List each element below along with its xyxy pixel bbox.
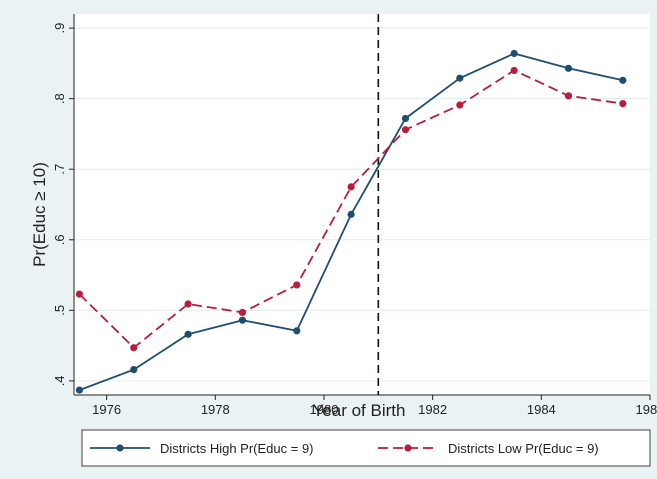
data-point xyxy=(510,49,518,58)
x-tick-label: 1986 xyxy=(636,402,657,417)
tick-labels: 1976 1978 1980 1982 1984 1986 .4 .5 .6 .7 .8 .9 xyxy=(52,23,657,417)
data-point xyxy=(510,66,518,75)
data-point xyxy=(456,101,464,109)
data-point xyxy=(293,281,301,289)
legend: Districts High Pr(Educ = 9) Districts Low… xyxy=(81,429,651,467)
data-point xyxy=(238,308,247,317)
data-point xyxy=(293,327,301,335)
x-tick-label: 1976 xyxy=(92,402,121,417)
y-tick-label: .9 xyxy=(52,23,67,34)
data-point xyxy=(456,74,464,82)
y-axis-title: Pr(Educ ≥ 10) xyxy=(30,162,49,267)
y-tick-label: .5 xyxy=(52,305,67,316)
series-layer xyxy=(75,49,627,394)
data-point xyxy=(75,290,84,298)
data-point xyxy=(130,366,138,374)
data-point xyxy=(401,126,410,134)
data-point xyxy=(238,316,247,324)
y-tick-label: .8 xyxy=(52,93,67,104)
data-point xyxy=(347,210,355,218)
data-point xyxy=(184,330,192,338)
data-point xyxy=(564,64,573,72)
series-2 xyxy=(75,66,627,352)
y-tick-label: .4 xyxy=(52,375,67,386)
data-point xyxy=(130,344,138,352)
data-point xyxy=(619,76,627,84)
axes xyxy=(73,14,650,396)
x-tick-label: 1978 xyxy=(201,402,230,417)
data-point xyxy=(347,183,355,191)
data-point xyxy=(564,92,573,100)
data-point xyxy=(619,100,627,108)
data-point xyxy=(184,300,192,308)
legend-label-2: Districts Low Pr(Educ = 9) xyxy=(448,441,599,456)
legend-label-1: Districts High Pr(Educ = 9) xyxy=(160,441,314,456)
series-line xyxy=(78,69,623,349)
y-tick-label: .7 xyxy=(52,164,67,175)
legend-box xyxy=(81,429,651,467)
data-point xyxy=(75,386,84,394)
y-tick-label: .6 xyxy=(52,234,67,245)
legend-marker-1 xyxy=(116,444,124,452)
grid-lines xyxy=(74,27,650,382)
plot-area xyxy=(74,14,650,395)
data-point xyxy=(401,114,410,123)
x-tick-label: 1982 xyxy=(418,402,447,417)
x-axis-title: Year of Birth xyxy=(313,401,406,420)
legend-marker-2 xyxy=(404,444,412,452)
x-tick-label: 1984 xyxy=(527,402,556,417)
series-1 xyxy=(75,49,627,394)
x-tick-label: 1980 xyxy=(310,402,339,417)
